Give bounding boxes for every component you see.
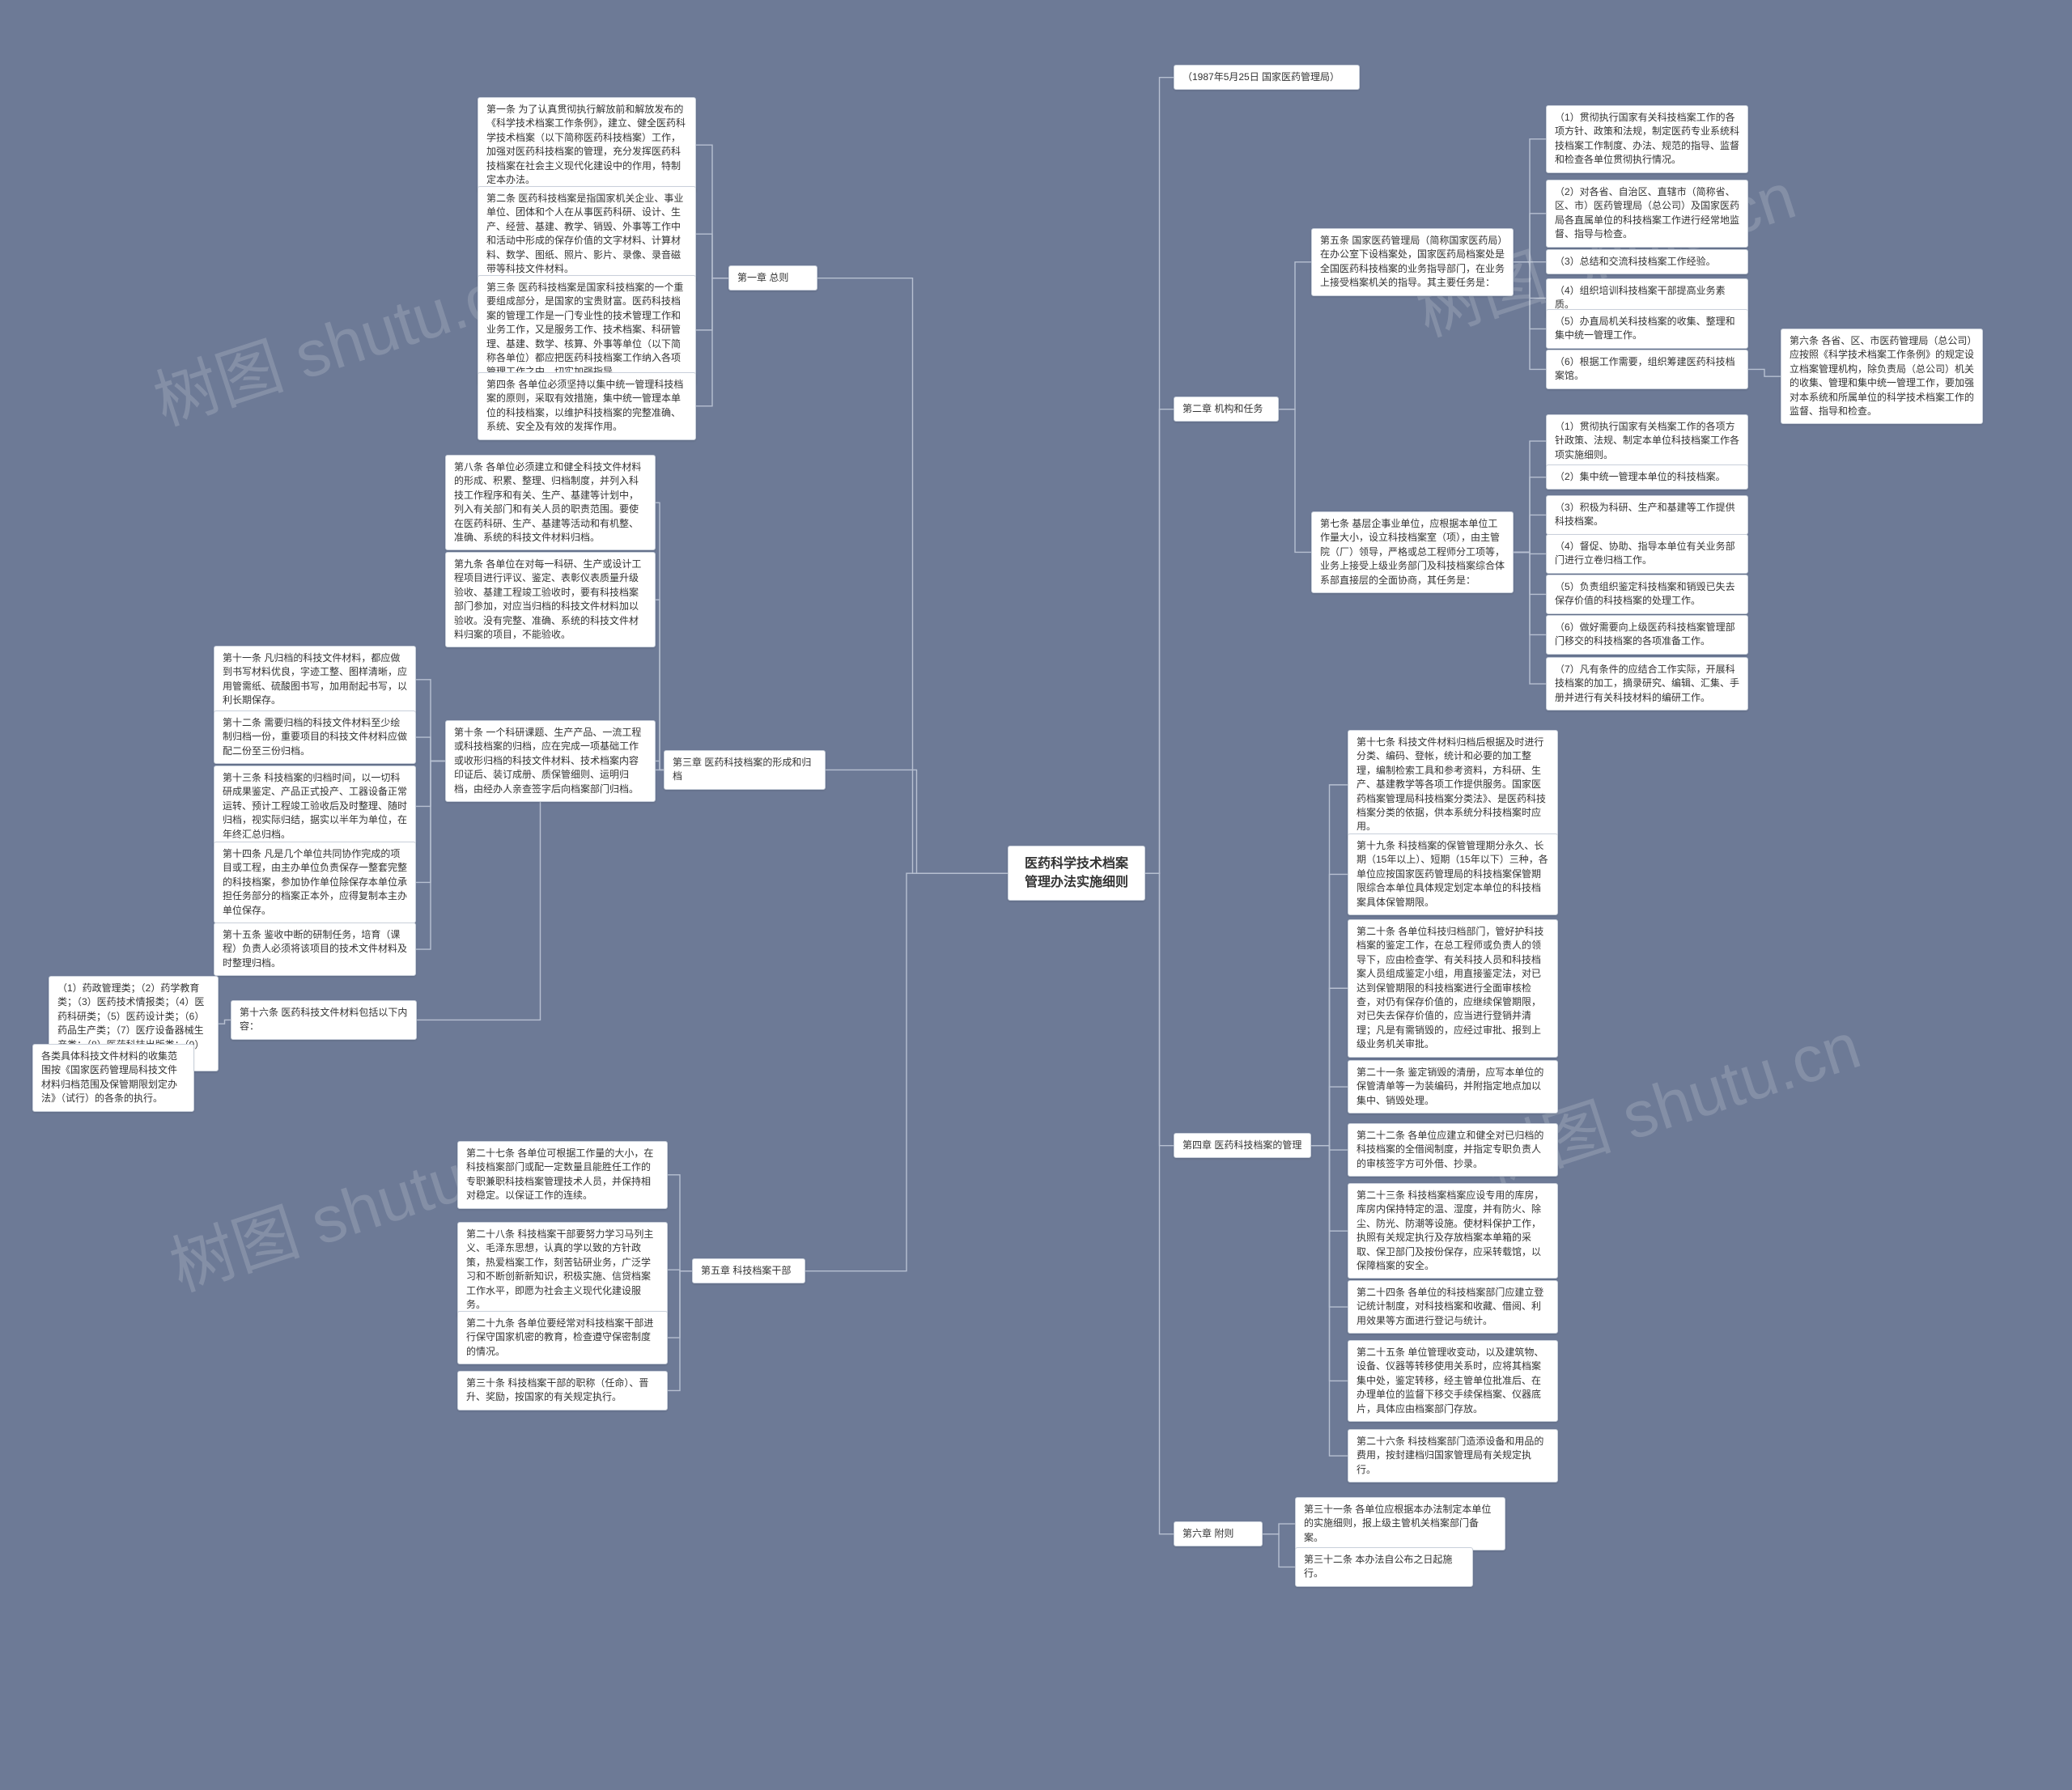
- node-c2_5[interactable]: 第五条 国家医药管理局（简称国家医药局）在办公室下设档案处，国家医药局档案处是全…: [1311, 228, 1514, 296]
- node-c4_17[interactable]: 第十七条 科技文件材料归档后根据及时进行分类、编码、登帐，统计和必要的加工整理，…: [1348, 730, 1558, 840]
- node-c3c[interactable]: 第十条 一个科研课题、生产产品、一流工程或科技档案的归档，应在完成一项基础工作或…: [445, 720, 656, 802]
- node-ch5[interactable]: 第五章 科技档案干部: [692, 1258, 805, 1283]
- node-c3a[interactable]: 第八条 各单位必须建立和健全科技文件材料的形成、积累、整理、归档制度，并列入科技…: [445, 455, 656, 550]
- node-c2_7_2[interactable]: （2）集中统一管理本单位的科技档案。: [1546, 464, 1748, 490]
- node-c1c[interactable]: 第三条 医药科技档案是国家科技档案的一个重要组成部分，是国家的宝贵财富。医药科技…: [478, 275, 696, 385]
- node-c2_7_1[interactable]: （1）贯彻执行国家有关档案工作的各项方针政策、法规、制定本单位科技档案工作各项实…: [1546, 414, 1748, 468]
- node-ch3[interactable]: 第三章 医药科技档案的形成和归档: [664, 750, 826, 790]
- node-c5b[interactable]: 第二十八条 科技档案干部要努力学习马列主义、毛泽东思想，认真的学以致的方针政策，…: [457, 1222, 668, 1317]
- node-c2_5_3[interactable]: （3）总结和交流科技档案工作经验。: [1546, 249, 1748, 274]
- node-c2_7_5[interactable]: （5）负责组织鉴定科技档案和销毁已失去保存价值的科技档案的处理工作。: [1546, 575, 1748, 614]
- node-c3_12[interactable]: 第十二条 需要归档的科技文件材料至少绘制归档一份，重要项目的科技文件材料应做配二…: [214, 710, 416, 764]
- node-c3_11[interactable]: 第十一条 凡归档的科技文件材料，都应做到书写材料优良，字迹工整、图样清晰，应用管…: [214, 646, 416, 714]
- node-ch4[interactable]: 第四章 医药科技档案的管理: [1174, 1133, 1311, 1158]
- node-ch1[interactable]: 第一章 总则: [728, 265, 817, 291]
- node-c2_7_6[interactable]: （6）做好需要向上级医药科技档案管理部门移交的科技档案的各项准备工作。: [1546, 615, 1748, 655]
- node-c4_20[interactable]: 第二十条 各单位科技归档部门，管好护科技档案的鉴定工作，在总工程师或负责人的领导…: [1348, 919, 1558, 1058]
- node-ch6[interactable]: 第六章 附则: [1174, 1521, 1263, 1546]
- node-c3_15[interactable]: 第十五条 鉴收中断的研制任务，培育（课程）负责人必须将该项目的技术文件材料及时整…: [214, 923, 416, 976]
- node-c2_5_2[interactable]: （2）对各省、自治区、直辖市（简称省、区、市）医药管理局（总公司）及国家医药局各…: [1546, 180, 1748, 248]
- node-c5a[interactable]: 第二十七条 各单位可根据工作量的大小，在科技档案部门或配一定数量且能胜任工作的专…: [457, 1141, 668, 1209]
- node-c4_26[interactable]: 第二十六条 科技档案部门造添设备和用品的费用，按封建档归国家管理局有关规定执行。: [1348, 1429, 1558, 1482]
- node-ch2[interactable]: 第二章 机构和任务: [1174, 397, 1279, 422]
- node-top[interactable]: （1987年5月25日 国家医药管理局）: [1174, 65, 1360, 90]
- node-c3_16b[interactable]: 各类具体科技文件材料的收集范围按《国家医药管理局科技文件材料归档范围及保管期限划…: [32, 1044, 194, 1112]
- node-c3_13[interactable]: 第十三条 科技档案的归档时间，以一切科研成果鉴定、产品正式投产、工器设备正常运转…: [214, 766, 416, 847]
- node-c2_5_1[interactable]: （1）贯彻执行国家有关科技档案工作的各项方针、政策和法规，制定医药专业系统科技档…: [1546, 105, 1748, 173]
- node-c2_6[interactable]: 第六条 各省、区、市医药管理局（总公司）应按照《科学技术档案工作条例》的规定设立…: [1781, 329, 1983, 424]
- node-c2_7[interactable]: 第七条 基层企事业单位，应根据本单位工作量大小，设立科技档案室（项），由主管院（…: [1311, 511, 1514, 593]
- node-c3_14[interactable]: 第十四条 凡是几个单位共同协作完成的项目或工程，由主办单位负责保存一整套完整的科…: [214, 842, 416, 923]
- node-c2_5_5[interactable]: （5）办直局机关科技档案的收集、整理和集中统一管理工作。: [1546, 309, 1748, 349]
- node-c4_24[interactable]: 第二十四条 各单位的科技档案部门应建立登记统计制度，对科技档案和收藏、借阅、利用…: [1348, 1280, 1558, 1334]
- node-c5d[interactable]: 第三十条 科技档案干部的职称（任命）、晋升、奖励，按国家的有关规定执行。: [457, 1371, 668, 1410]
- node-c1a[interactable]: 第一条 为了认真贯彻执行解放前和解放发布的《科学技术档案工作条例》，建立、健全医…: [478, 97, 696, 193]
- node-c4_25[interactable]: 第二十五条 单位管理收变动，以及建筑物、设备、仪器等转移使用关系时，应将其档案集…: [1348, 1340, 1558, 1422]
- node-c2_5_6[interactable]: （6）根据工作需要，组织筹建医药科技档案馆。: [1546, 350, 1748, 389]
- node-c5c[interactable]: 第二十九条 各单位要经常对科技档案干部进行保守国家机密的教育，检查遵守保密制度的…: [457, 1311, 668, 1364]
- node-c2_7_4[interactable]: （4）督促、协助、指导本单位有关业务部门进行立卷归档工作。: [1546, 534, 1748, 574]
- node-c2_7_7[interactable]: （7）凡有条件的应结合工作实际，开展科技档案的加工，摘录研究、编辑、汇集、手册并…: [1546, 657, 1748, 710]
- node-c3b[interactable]: 第九条 各单位在对每一科研、生产或设计工程项目进行评议、鉴定、表彰仪表质量升级验…: [445, 552, 656, 647]
- node-c1b[interactable]: 第二条 医药科技档案是指国家机关企业、事业单位、团体和个人在从事医药科研、设计、…: [478, 186, 696, 282]
- node-c4_23[interactable]: 第二十三条 科技档案档案应设专用的库房，库房内保持特定的温、湿度，并有防火、除尘…: [1348, 1183, 1558, 1279]
- node-c4_21[interactable]: 第二十一条 鉴定销毁的清册，应写本单位的保管清单等一为装编码，并附指定地点加以集…: [1348, 1060, 1558, 1113]
- mindmap-canvas: 树图 shutu.cn树图 shutu.cn树图 shutu.cn树图 shut…: [0, 0, 2072, 1790]
- node-center[interactable]: 医药科学技术档案管理办法实施细则: [1008, 846, 1145, 901]
- node-c6_32[interactable]: 第三十二条 本办法自公布之日起施行。: [1295, 1547, 1473, 1587]
- node-c6_31[interactable]: 第三十一条 各单位应根据本办法制定本单位的实施细则，报上级主管机关档案部门备案。: [1295, 1497, 1505, 1550]
- node-c4_22[interactable]: 第二十二条 各单位应建立和健全对已归档的科技档案的全借阅制度，并指定专职负责人的…: [1348, 1123, 1558, 1177]
- node-c4_19[interactable]: 第十九条 科技档案的保管管理期分永久、长期（15年以上）、短期（15年以下）三种…: [1348, 833, 1558, 915]
- node-c2_7_3[interactable]: （3）积极为科研、生产和基建等工作提供科技档案。: [1546, 495, 1748, 535]
- node-c1d[interactable]: 第四条 各单位必须坚持以集中统一管理科技档案的原则，采取有效措施，集中统一管理本…: [478, 372, 696, 440]
- node-c3_16[interactable]: 第十六条 医药科技文件材料包括以下内容：: [231, 1000, 417, 1040]
